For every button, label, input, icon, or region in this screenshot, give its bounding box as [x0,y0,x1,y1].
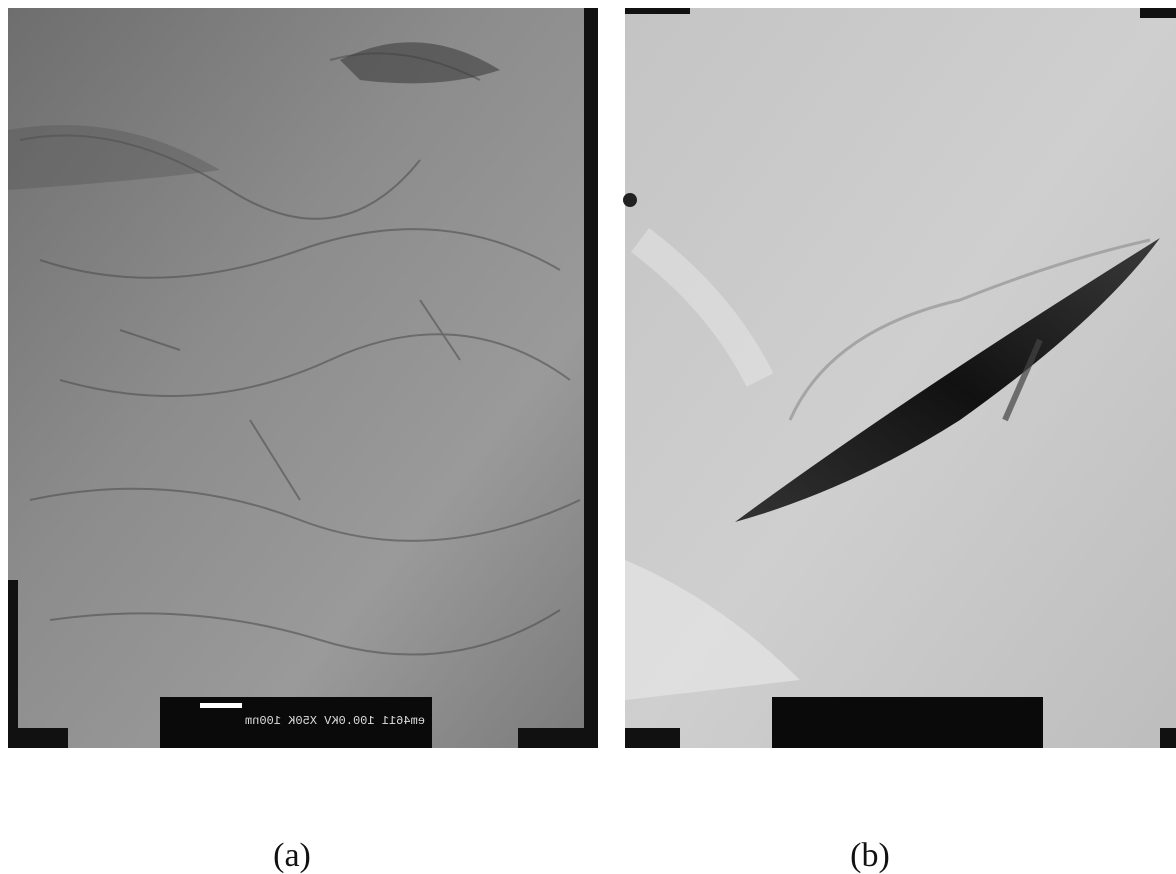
scale-box [772,697,1043,748]
scale-bar [200,703,242,708]
figure: em4611 100.0KV X50K 100nm (a) (b) [0,0,1176,874]
panel-label: (b) [850,837,890,874]
panel-label: (a) [273,837,311,874]
scale-text: em4611 100.0KV X50K 100nm [245,714,425,728]
panel-b [623,8,1176,748]
panel-a: em4611 100.0KV X50K 100nm [8,8,598,748]
page: em4611 100.0KV X50K 100nm (a) (b) (() =>… [0,0,1176,874]
